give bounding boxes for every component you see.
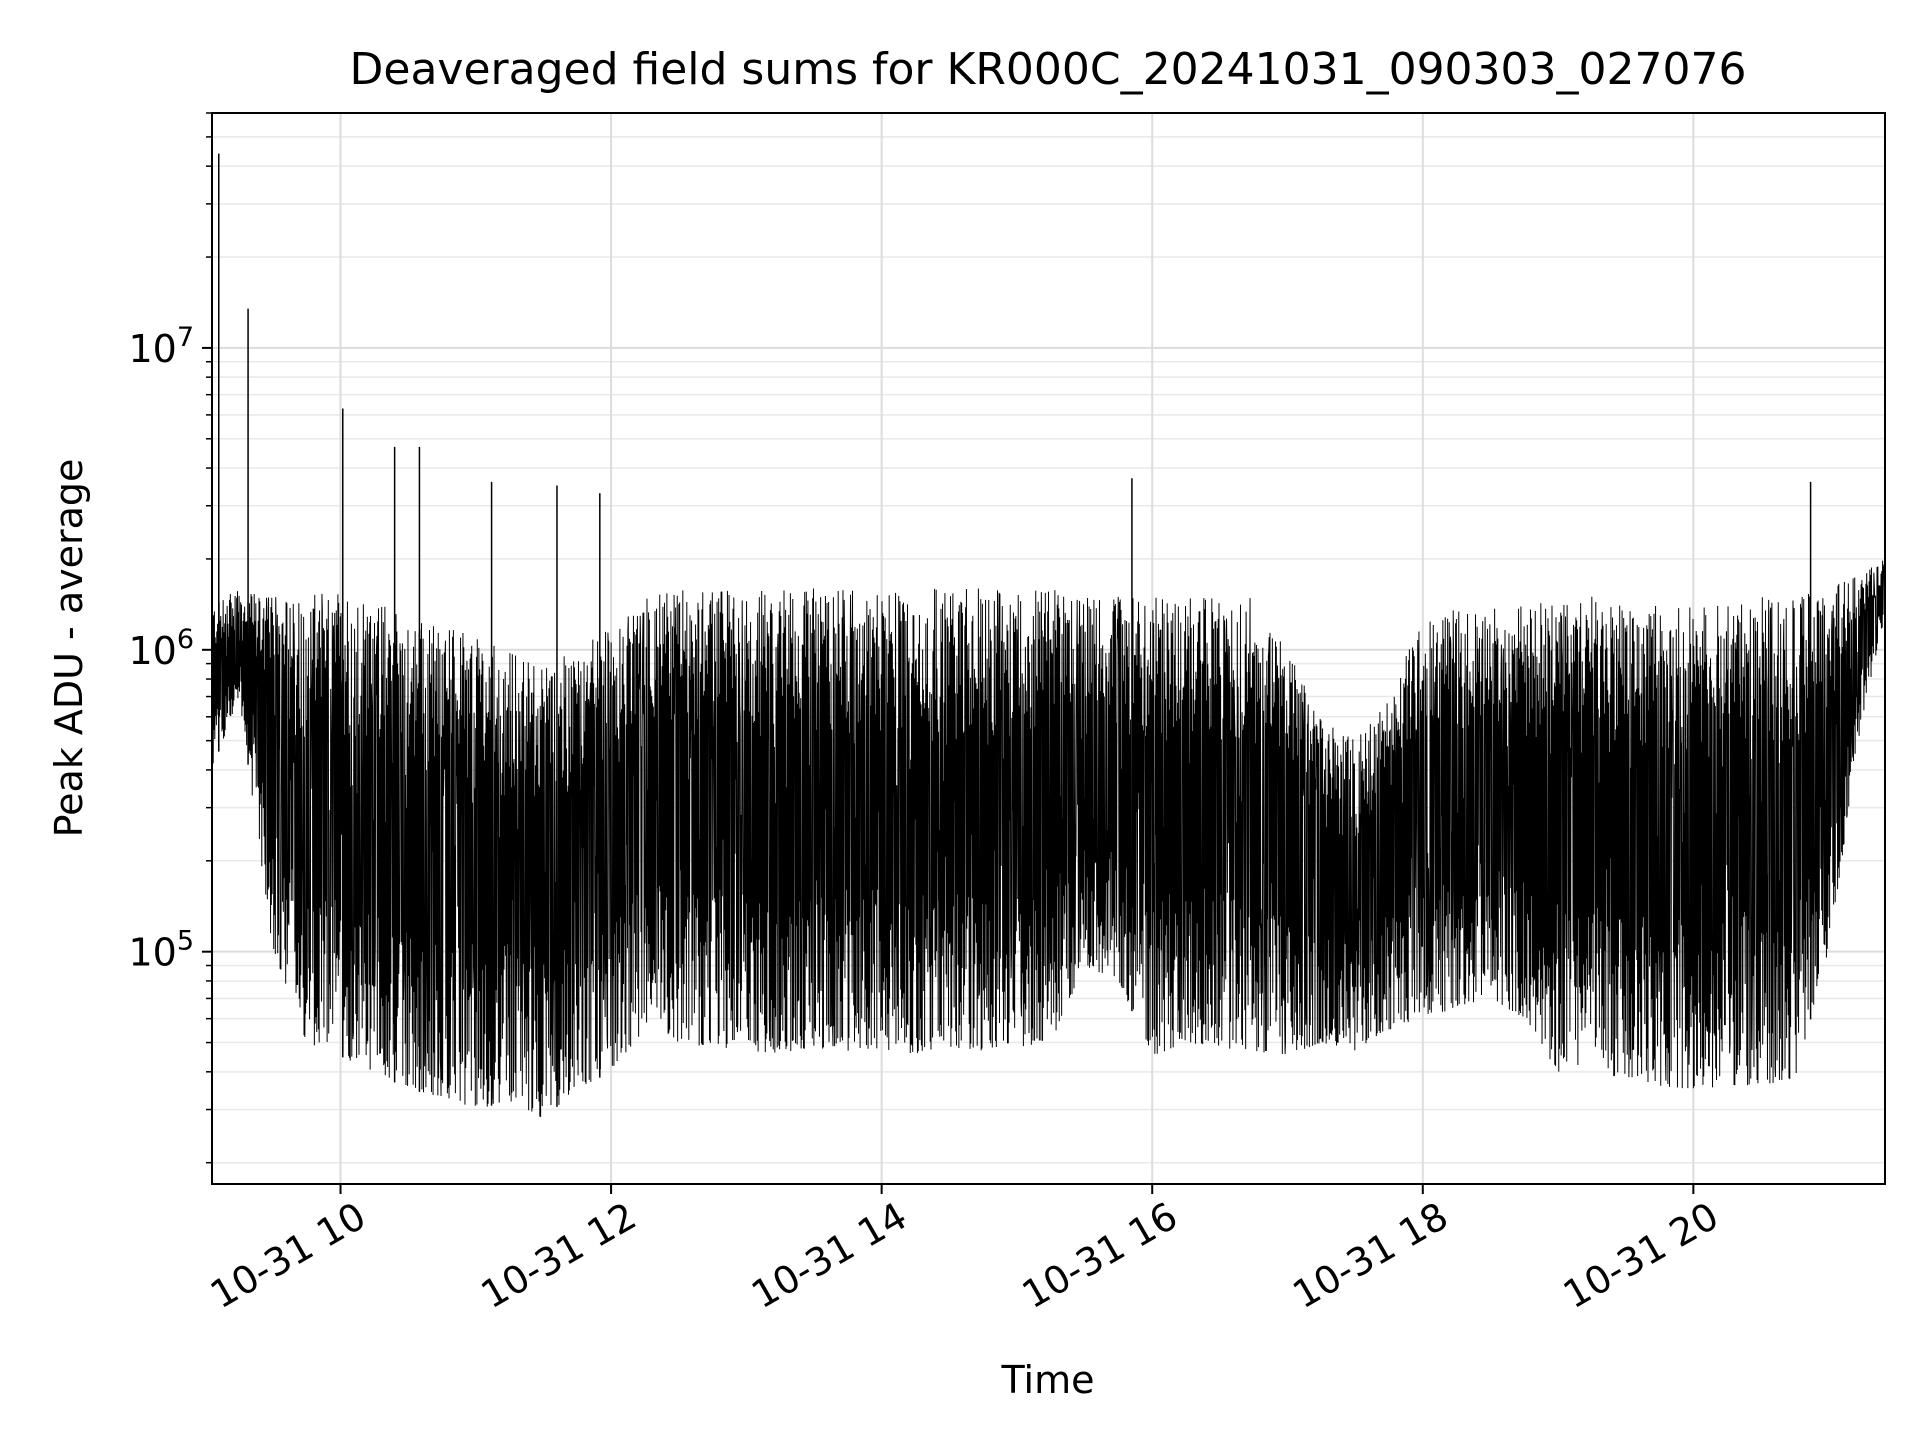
plot-frame (211, 112, 1886, 1185)
y-tick-label: 106 (128, 624, 194, 673)
series-line (211, 560, 1886, 1117)
y-tick-label: 105 (128, 926, 194, 975)
x-axis-label: Time (1001, 1358, 1095, 1402)
data-series (211, 153, 1886, 1117)
y-axis: 105 106 107 (128, 112, 212, 1164)
y-tick-label: 107 (128, 322, 194, 371)
chart-title: Deaveraged field sums for KR000C_2024103… (350, 44, 1747, 95)
y-axis-label: Peak ADU - average (47, 459, 91, 838)
